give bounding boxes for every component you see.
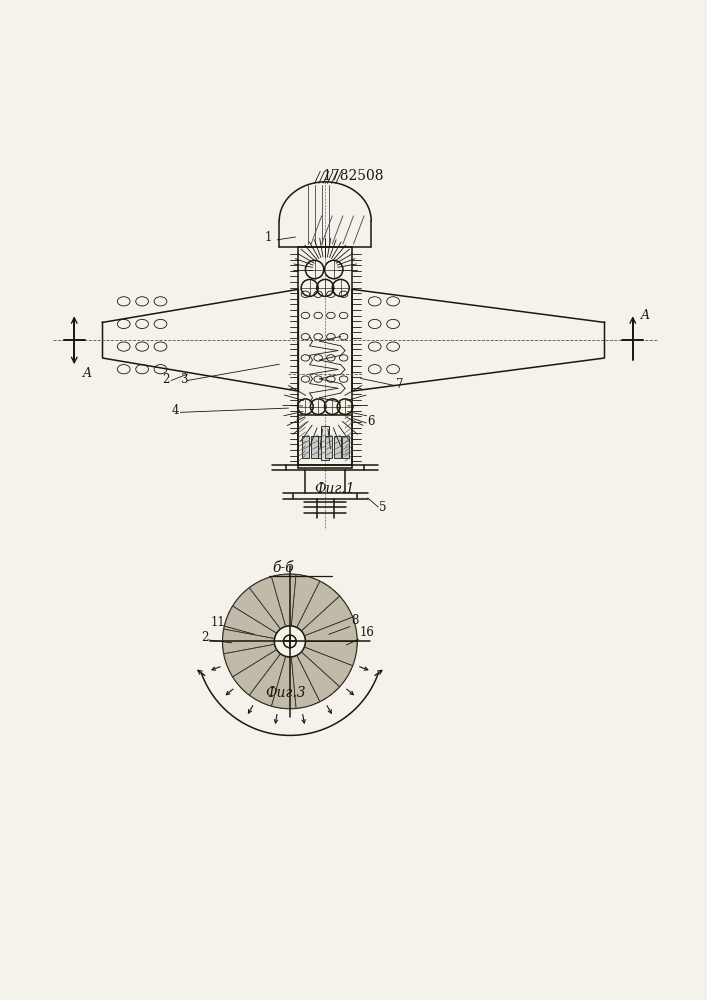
Text: A: A xyxy=(641,309,650,322)
Text: 2: 2 xyxy=(163,373,170,386)
Bar xyxy=(318,436,325,458)
Text: 2: 2 xyxy=(201,631,208,644)
Bar xyxy=(325,436,332,458)
Bar xyxy=(321,426,329,460)
Wedge shape xyxy=(301,596,353,636)
Text: 6: 6 xyxy=(368,415,375,428)
Wedge shape xyxy=(233,650,281,695)
Text: 3: 3 xyxy=(180,373,188,386)
Wedge shape xyxy=(224,644,276,677)
Text: 5: 5 xyxy=(379,501,387,514)
Text: 1782508: 1782508 xyxy=(323,169,384,183)
Text: Фиг.1: Фиг.1 xyxy=(315,482,355,496)
Text: 1: 1 xyxy=(265,231,272,244)
Wedge shape xyxy=(224,606,276,639)
Wedge shape xyxy=(223,629,274,654)
Text: A: A xyxy=(83,367,92,380)
Wedge shape xyxy=(271,656,296,709)
Text: 16: 16 xyxy=(359,626,374,639)
Text: 11: 11 xyxy=(211,616,226,629)
Text: Фиг.3: Фиг.3 xyxy=(265,686,305,700)
Text: 4: 4 xyxy=(172,404,180,417)
Wedge shape xyxy=(304,617,357,641)
Text: 8: 8 xyxy=(351,614,358,627)
Bar xyxy=(342,436,349,458)
Wedge shape xyxy=(271,574,296,626)
Wedge shape xyxy=(250,654,286,706)
Bar xyxy=(302,436,309,458)
Wedge shape xyxy=(297,581,339,631)
Bar xyxy=(311,436,318,458)
Text: 7: 7 xyxy=(396,378,404,391)
Wedge shape xyxy=(297,652,340,702)
Wedge shape xyxy=(301,647,353,687)
Wedge shape xyxy=(233,588,281,633)
Wedge shape xyxy=(291,655,320,708)
Wedge shape xyxy=(305,641,357,666)
Bar xyxy=(334,436,341,458)
Text: б-б: б-б xyxy=(272,561,294,575)
Wedge shape xyxy=(249,577,286,629)
Wedge shape xyxy=(291,574,320,627)
